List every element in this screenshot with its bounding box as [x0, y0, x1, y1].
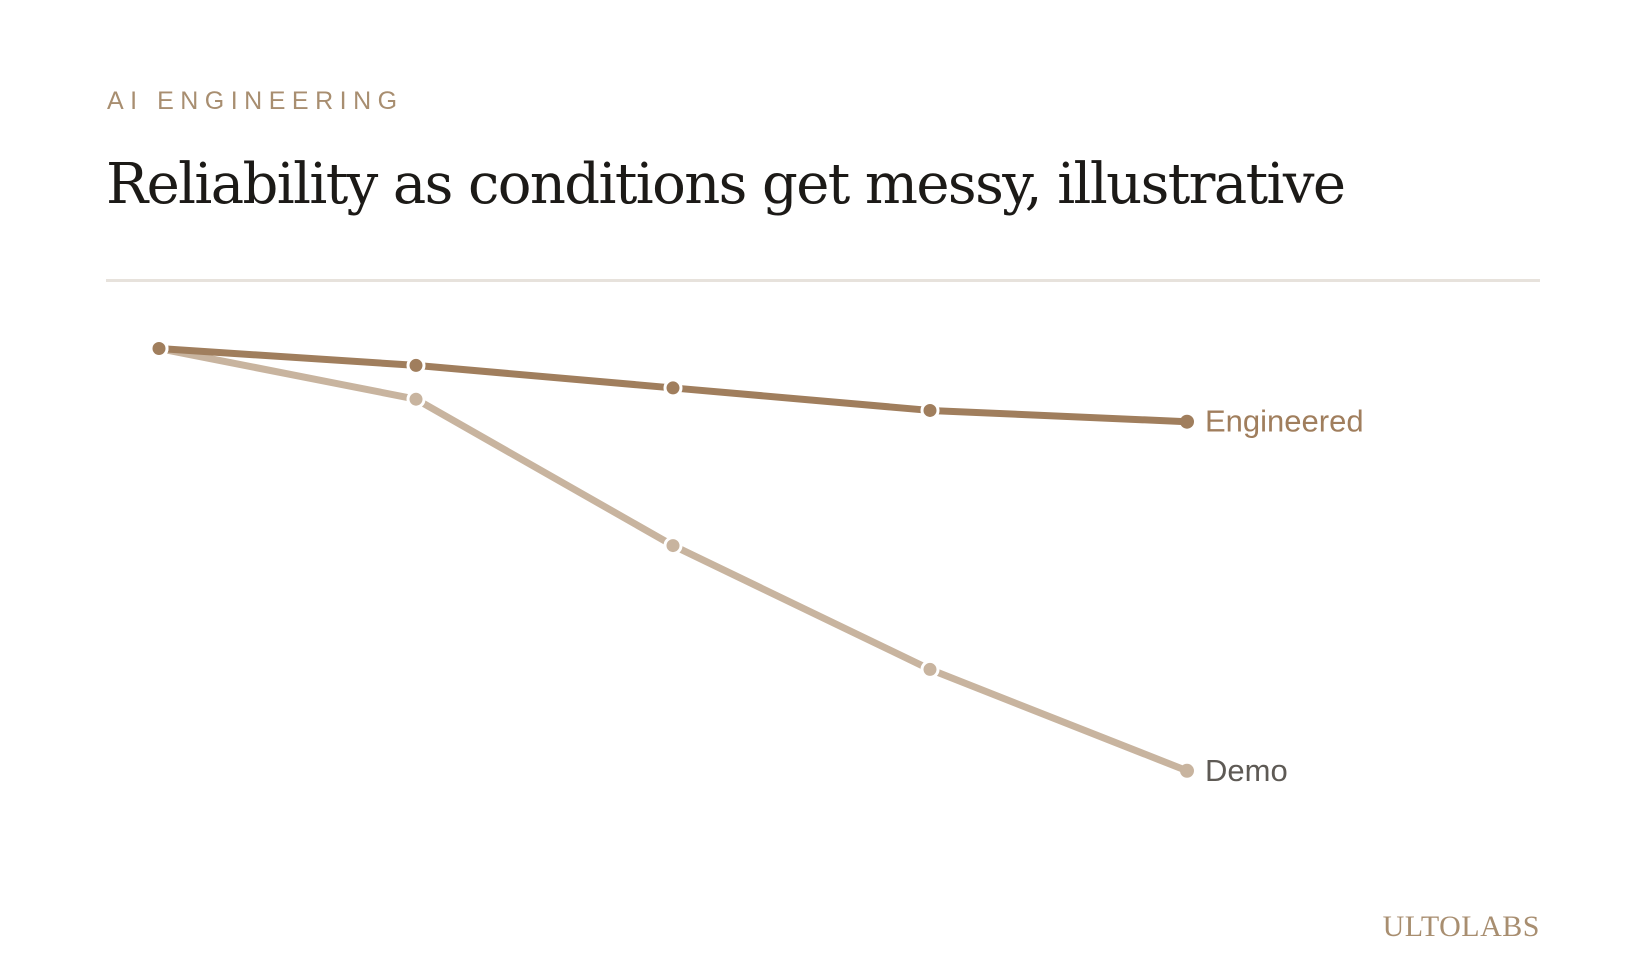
- series-label-demo: Demo: [1205, 753, 1288, 788]
- data-point-demo-5: [1180, 763, 1194, 778]
- points-layer: [149, 339, 1194, 778]
- series-layer: [155, 345, 1191, 775]
- brand-logo: ULTOLABS: [1382, 910, 1540, 943]
- data-point-engineered-1: [149, 339, 169, 359]
- title-divider: [106, 279, 1540, 282]
- data-point-engineered-5: [1180, 414, 1194, 429]
- labels-layer: Engineered Demo: [1205, 404, 1364, 788]
- data-point-demo-4: [920, 659, 940, 679]
- data-point-demo-2: [406, 389, 426, 409]
- eyebrow-label: AI ENGINEERING: [107, 87, 404, 115]
- data-point-engineered-4: [920, 400, 940, 420]
- data-point-demo-3: [663, 536, 683, 556]
- chart-title: Reliability as conditions get messy, ill…: [106, 152, 1346, 217]
- data-point-engineered-3: [663, 378, 683, 398]
- series-label-engineered: Engineered: [1205, 404, 1364, 439]
- data-point-engineered-2: [406, 355, 426, 375]
